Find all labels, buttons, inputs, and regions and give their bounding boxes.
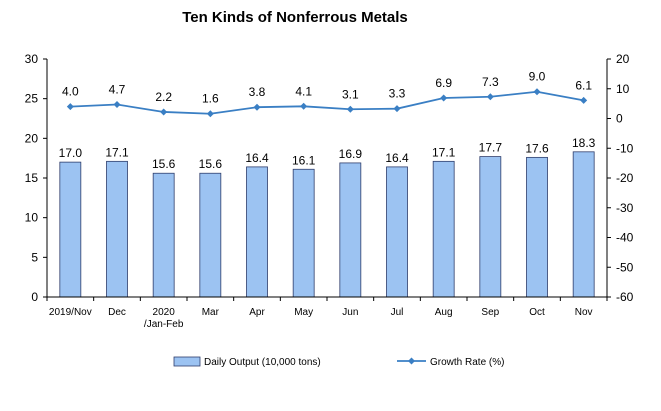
- x-tick-label: Dec: [108, 307, 126, 318]
- bar-value-label: 17.0: [59, 146, 83, 160]
- right-tick-label: -40: [616, 231, 634, 245]
- bar: [199, 172, 222, 298]
- line-value-label: 3.8: [249, 85, 266, 99]
- x-tick-label: Nov: [575, 307, 593, 318]
- line-point: [160, 108, 168, 116]
- left-tick-label: 5: [31, 250, 38, 264]
- left-tick-label: 10: [25, 211, 39, 225]
- bar: [292, 168, 315, 298]
- line-value-label: 6.9: [435, 76, 452, 90]
- right-tick-label: 0: [616, 112, 623, 126]
- legend-line-marker: [408, 357, 415, 365]
- line-value-label: 9.0: [529, 70, 546, 84]
- x-tick-label: 2019/Nov: [49, 307, 92, 318]
- line-value-label: 4.0: [62, 85, 79, 99]
- right-tick-label: -60: [616, 290, 634, 304]
- right-tick-label: -10: [616, 141, 634, 155]
- legend-bar-swatch: [173, 356, 201, 367]
- right-tick-label: 10: [616, 82, 630, 96]
- x-axis-ticks: 2019/Nov Dec 2020/Jan-Feb Mar Apr May Jun Jul Au…: [46, 297, 608, 330]
- line-value-label: 7.3: [482, 75, 499, 89]
- bar-value-label: 17.7: [479, 141, 503, 155]
- left-tick-label: 30: [25, 52, 39, 66]
- bar-value-label: 16.1: [292, 153, 316, 167]
- left-axis-ticks: 0 5 10 15 20 25 30: [25, 52, 47, 304]
- bar: [386, 166, 408, 298]
- bar-series: [59, 151, 595, 298]
- x-tick-label: Oct: [529, 307, 545, 318]
- bar-value-label: 15.6: [152, 157, 176, 171]
- bar: [572, 151, 595, 298]
- bar: [339, 162, 362, 298]
- x-tick-label: Jun: [342, 307, 358, 318]
- x-tick-label: Apr: [249, 307, 265, 318]
- line-point: [300, 102, 308, 110]
- line-series: [66, 88, 588, 118]
- data-labels: 17.0 17.1 15.6 15.6 16.4 16.1 16.9 16.4 17.1 17.7…: [59, 70, 596, 172]
- left-tick-label: 0: [31, 290, 38, 304]
- bar: [152, 172, 175, 298]
- left-tick-label: 25: [25, 92, 39, 106]
- chart-title: Ten Kinds of Nonferrous Metals: [182, 9, 408, 26]
- line-value-label: 3.1: [342, 87, 359, 101]
- bar-value-label: 16.4: [245, 151, 269, 165]
- line-point: [346, 105, 354, 113]
- bar-value-label: 16.9: [339, 147, 363, 161]
- line-point: [486, 93, 494, 101]
- line-value-label: 6.1: [575, 78, 592, 92]
- line-point: [533, 88, 541, 96]
- bar-value-label: 16.4: [385, 151, 409, 165]
- line-value-label: 3.3: [389, 87, 406, 101]
- left-tick-label: 15: [25, 171, 39, 185]
- line-point: [66, 103, 74, 111]
- bar-value-label: 17.1: [432, 145, 456, 159]
- line-point: [580, 96, 588, 104]
- bar-value-label: 17.6: [525, 141, 549, 155]
- x-tick-label: Mar: [202, 307, 220, 318]
- legend-bar-label: Daily Output (10,000 tons): [204, 357, 321, 368]
- bar-value-label: 18.3: [572, 136, 596, 150]
- line-point: [253, 103, 261, 111]
- legend-line-label: Growth Rate (%): [430, 357, 504, 368]
- legend: Daily Output (10,000 tons) Growth Rate (…: [173, 356, 504, 368]
- line-point: [113, 101, 121, 109]
- left-tick-label: 20: [25, 131, 39, 145]
- x-tick-label: Jul: [391, 307, 404, 318]
- line-value-label: 4.1: [295, 84, 312, 98]
- line-point: [206, 110, 214, 118]
- growth-line: [70, 90, 584, 115]
- bar: [479, 156, 502, 298]
- right-tick-label: 20: [616, 52, 630, 66]
- line-value-label: 1.6: [202, 92, 219, 106]
- line-value-label: 4.7: [109, 83, 126, 97]
- line-point: [393, 105, 401, 113]
- line-point: [440, 94, 448, 102]
- line-value-label: 2.2: [155, 90, 172, 104]
- x-tick-label: Sep: [481, 307, 499, 318]
- right-tick-label: -30: [616, 201, 634, 215]
- right-tick-label: -50: [616, 260, 634, 274]
- bar: [526, 156, 548, 298]
- axes: [46, 59, 608, 298]
- x-tick-label: Aug: [435, 307, 453, 318]
- bar-value-label: 17.1: [105, 145, 129, 159]
- bar-value-label: 15.6: [199, 157, 223, 171]
- right-tick-label: -20: [616, 171, 634, 185]
- bar: [59, 161, 82, 298]
- right-axis-ticks: -60 -50 -40 -30 -20 -10 0 10 20: [607, 52, 634, 304]
- bar: [106, 160, 128, 298]
- x-tick-label: 2020/Jan-Feb: [144, 307, 184, 330]
- bar: [246, 166, 268, 298]
- bar: [432, 160, 455, 298]
- x-tick-label: May: [294, 307, 313, 318]
